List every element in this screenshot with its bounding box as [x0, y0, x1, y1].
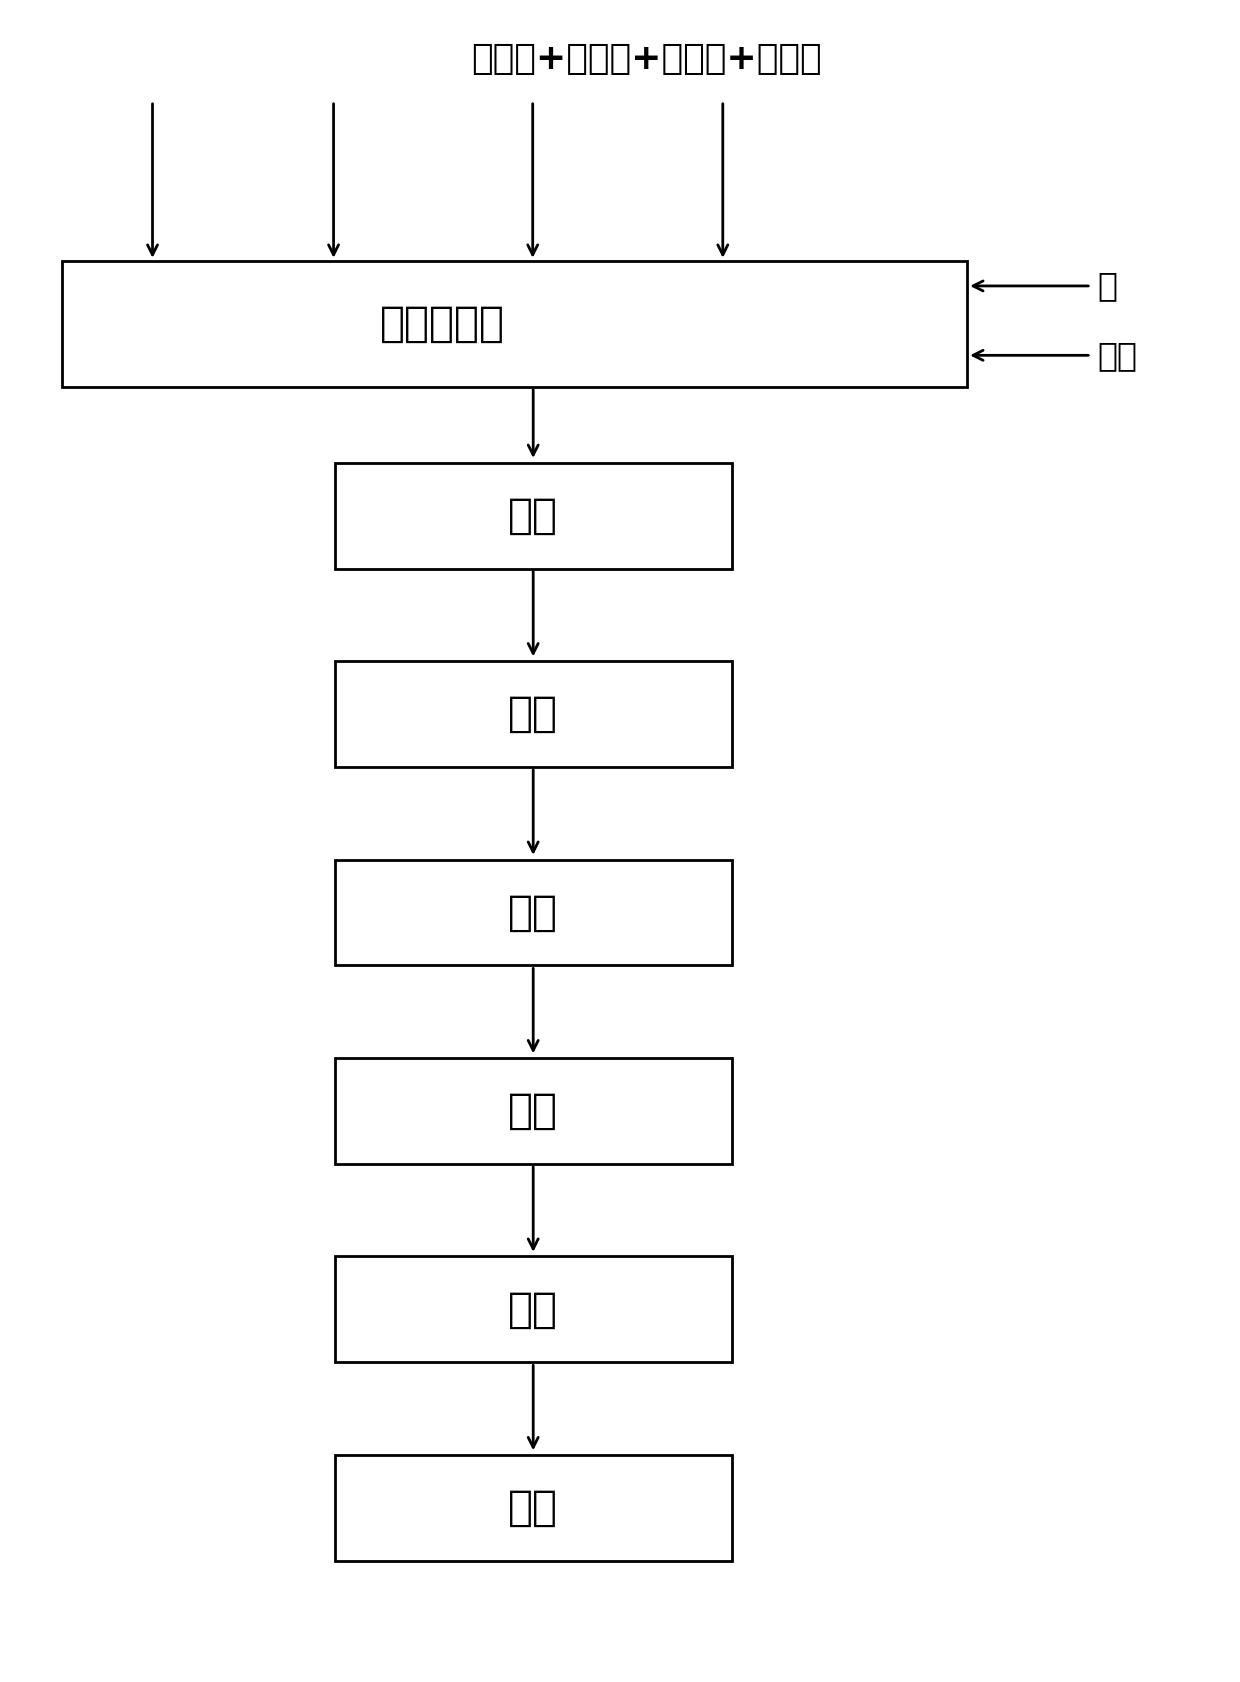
Text: 前驱物溶液: 前驱物溶液: [379, 303, 505, 345]
Text: 水: 水: [1097, 269, 1117, 303]
Bar: [335, 1455, 732, 1561]
Text: 筛分: 筛分: [508, 1487, 558, 1529]
Bar: [335, 1058, 732, 1164]
Text: 研磨: 研磨: [508, 1090, 558, 1132]
Bar: [62, 261, 967, 387]
Bar: [335, 463, 732, 569]
Text: 搅拌: 搅拌: [508, 495, 558, 537]
Text: 柠檬: 柠檬: [1097, 338, 1137, 372]
Bar: [335, 661, 732, 767]
Text: 发泡: 发泡: [508, 693, 558, 735]
Text: 煅烧: 煅烧: [508, 1288, 558, 1330]
Text: 干燥: 干燥: [508, 891, 558, 934]
Text: 硝酸铁+硝酸钙+硝酸镍+硝酸铝: 硝酸铁+硝酸钙+硝酸镍+硝酸铝: [471, 42, 822, 76]
Bar: [335, 1256, 732, 1362]
Bar: [335, 860, 732, 965]
